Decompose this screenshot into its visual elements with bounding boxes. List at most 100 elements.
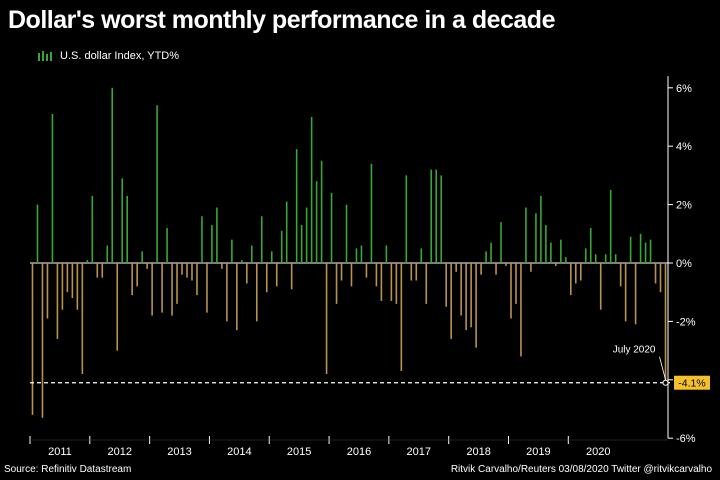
bar (310, 117, 313, 263)
bar (450, 263, 452, 339)
year-label: 2019 (526, 446, 550, 458)
bar (211, 225, 213, 263)
legend-bars-icon (38, 51, 54, 61)
bar (181, 263, 183, 275)
bar (246, 263, 248, 284)
bar (355, 248, 358, 263)
legend-label: U.S. dollar Index, YTD% (60, 50, 180, 62)
bar (275, 263, 278, 287)
annotation-leader (659, 356, 666, 380)
bar (231, 239, 233, 263)
bar (345, 204, 348, 263)
bar (584, 248, 587, 263)
bar (370, 163, 373, 263)
bar (295, 149, 298, 263)
legend: U.S. dollar Index, YTD% (38, 50, 179, 62)
bar (574, 263, 577, 284)
bar (440, 175, 443, 263)
y-tick-label: 2% (676, 200, 692, 212)
bar (455, 263, 457, 272)
year-label: 2012 (107, 446, 131, 458)
bar (624, 263, 627, 322)
bar (400, 263, 403, 372)
bar (614, 254, 617, 263)
bar (236, 263, 238, 331)
year-label: 2016 (347, 446, 371, 458)
bar (515, 263, 517, 304)
credit-text: Ritvik Carvalho/Reuters 03/08/2020 Twitt… (450, 464, 712, 475)
year-label: 2013 (167, 446, 191, 458)
year-label: 2017 (407, 446, 431, 458)
bar (560, 239, 562, 263)
bar (619, 263, 622, 287)
bar (221, 263, 223, 269)
bar (579, 263, 582, 281)
bar (435, 169, 438, 263)
bar (186, 263, 188, 278)
bar (525, 207, 527, 263)
bar (176, 263, 178, 304)
year-label: 2020 (586, 446, 610, 458)
bar (415, 263, 418, 281)
bar (136, 263, 138, 287)
bar (76, 263, 79, 310)
bar (241, 260, 243, 263)
bar (500, 222, 502, 263)
bar (555, 263, 557, 266)
bar (56, 263, 59, 339)
bar (201, 216, 203, 263)
bar (380, 263, 383, 301)
bar (171, 263, 173, 316)
bar (131, 263, 133, 296)
bar (290, 263, 293, 290)
bar (654, 263, 657, 284)
bar (390, 263, 393, 301)
bar (66, 263, 69, 293)
bar (280, 230, 283, 263)
bar (86, 260, 89, 263)
bar (405, 175, 408, 263)
bar (191, 263, 193, 281)
bar (599, 263, 602, 310)
bar (604, 254, 607, 263)
bar (634, 263, 637, 325)
bar (305, 207, 308, 263)
bar (589, 227, 592, 263)
bar (61, 263, 64, 310)
bar (550, 242, 552, 263)
bar (36, 204, 39, 263)
bar (510, 263, 512, 319)
year-label: 2018 (466, 446, 490, 458)
year-label: 2014 (227, 446, 251, 458)
bar (41, 263, 44, 418)
bar (659, 263, 662, 293)
bar (315, 181, 318, 263)
bar (609, 190, 612, 263)
bar (96, 263, 99, 278)
bar (664, 263, 667, 383)
y-tick-label: 0% (676, 258, 692, 270)
bar (470, 263, 472, 328)
bar (629, 236, 632, 263)
year-label: 2015 (287, 446, 311, 458)
y-tick-label: -2% (676, 316, 696, 328)
bar (330, 192, 333, 263)
bar (216, 207, 218, 263)
bar (495, 263, 497, 275)
bar (410, 263, 413, 281)
bar (81, 263, 84, 374)
bar (206, 263, 208, 313)
bar (141, 251, 143, 263)
bar (365, 263, 368, 278)
bar (480, 263, 482, 275)
bar (545, 225, 547, 263)
bar (490, 242, 492, 263)
bar (270, 251, 273, 263)
bar (475, 263, 477, 348)
annotation-value-box (674, 375, 710, 390)
bar (300, 225, 303, 263)
bar (465, 263, 467, 331)
bar (91, 195, 94, 263)
bar (31, 263, 34, 415)
